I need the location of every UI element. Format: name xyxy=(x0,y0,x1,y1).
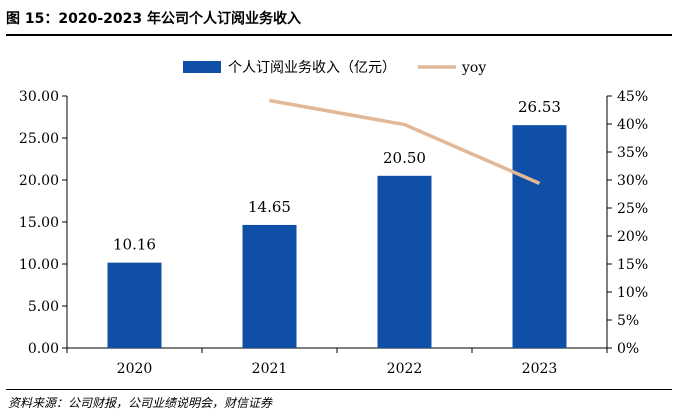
bar-2021 xyxy=(242,224,297,348)
left-tick-label: 0.00 xyxy=(28,341,59,357)
bar-value-label: 26.53 xyxy=(518,98,561,116)
legend-bar-swatch xyxy=(183,61,221,73)
right-tick-label: 40% xyxy=(617,117,648,133)
right-tick-label: 25% xyxy=(617,201,648,217)
x-tick-label: 2021 xyxy=(252,361,288,377)
bar-2022 xyxy=(377,175,432,348)
right-tick-label: 5% xyxy=(617,313,639,329)
x-tick-label: 2023 xyxy=(522,361,558,377)
bar-value-label: 10.16 xyxy=(113,236,156,254)
left-tick-label: 25.00 xyxy=(19,131,59,147)
source-note: 资料来源：公司财报，公司业绩说明会，财信证券 xyxy=(8,396,273,410)
legend: 个人订阅业务收入（亿元） yoy xyxy=(183,60,486,76)
right-tick-label: 10% xyxy=(617,285,648,301)
legend-line-label: yoy xyxy=(461,60,486,76)
bar-series xyxy=(107,125,567,348)
title-rule xyxy=(6,34,672,36)
bar-2023 xyxy=(512,125,567,348)
bar-value-label: 20.50 xyxy=(383,149,426,167)
right-tick-label: 20% xyxy=(617,229,648,245)
chart-title: 图 15：2020-2023 年公司个人订阅业务收入 xyxy=(6,11,301,27)
chart-canvas: 个人订阅业务收入（亿元） yoy 0.00 5.00 10.00 15.00 20.00 2… xyxy=(19,60,648,377)
left-tick-label: 10.00 xyxy=(19,257,59,273)
data-labels: 10.16 14.65 20.50 26.53 xyxy=(113,98,561,254)
x-tick-label: 2022 xyxy=(387,361,423,377)
x-tick-label: 2020 xyxy=(117,361,153,377)
legend-bar-label: 个人订阅业务收入（亿元） xyxy=(228,60,396,76)
line-series xyxy=(269,98,541,185)
right-tick-label: 45% xyxy=(617,89,648,105)
yoy-line xyxy=(269,98,541,185)
right-tick-label: 15% xyxy=(617,257,648,273)
right-tick-label: 30% xyxy=(617,173,648,189)
left-tick-label: 5.00 xyxy=(28,299,59,315)
source-rule xyxy=(6,389,672,390)
bar-value-label: 14.65 xyxy=(248,198,291,216)
bar-2020 xyxy=(107,262,162,348)
right-tick-label: 0% xyxy=(617,341,639,357)
left-tick-label: 20.00 xyxy=(19,173,59,189)
left-tick-label: 15.00 xyxy=(19,215,59,231)
right-tick-label: 35% xyxy=(617,145,648,161)
left-tick-label: 30.00 xyxy=(19,89,59,105)
